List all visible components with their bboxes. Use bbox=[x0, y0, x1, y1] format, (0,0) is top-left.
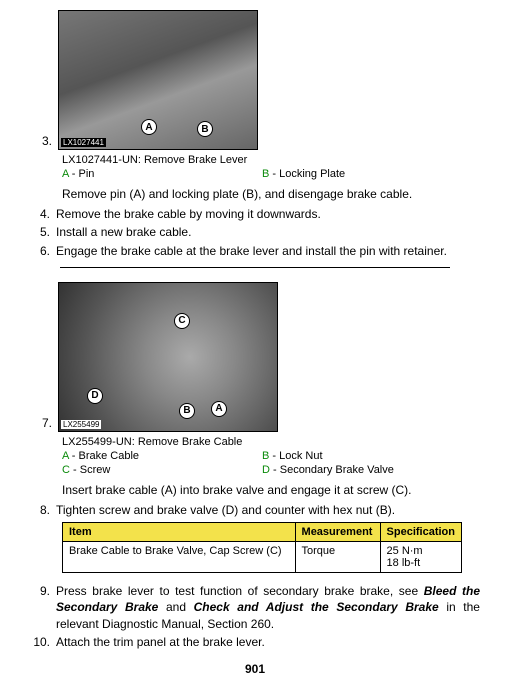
step-8: 8.Tighten screw and brake valve (D) and … bbox=[30, 502, 480, 518]
legend-d2: D - Secondary Brake Valve bbox=[262, 464, 462, 476]
section-rule bbox=[60, 267, 450, 268]
steps-9-10: 9. Press brake lever to test function of… bbox=[30, 583, 480, 650]
marker-a: A bbox=[141, 119, 157, 135]
step-8-li: 8.Tighten screw and brake valve (D) and … bbox=[30, 502, 480, 518]
figure-1-overlay: LX1027441 bbox=[61, 138, 106, 147]
figure-2-legend-row-2: C - Screw D - Secondary Brake Valve bbox=[62, 464, 480, 476]
th-measurement: Measurement bbox=[295, 523, 380, 542]
figure-1-block: 3. A B LX1027441 bbox=[38, 10, 480, 150]
figure-2-legend-row-1: A - Brake Cable B - Lock Nut bbox=[62, 450, 480, 462]
step-6: 6.Engage the brake cable at the brake le… bbox=[30, 243, 480, 259]
step-9-body: Press brake lever to test function of se… bbox=[56, 583, 480, 632]
figure-2-overlay: LX255499 bbox=[61, 420, 101, 429]
marker-b: B bbox=[197, 121, 213, 137]
step-3-body: Remove pin (A) and locking plate (B), an… bbox=[62, 186, 480, 202]
steps-4-6: 4.Remove the brake cable by moving it do… bbox=[30, 206, 480, 259]
figure-2-image: C D B A LX255499 bbox=[58, 282, 278, 432]
figure-2-block: 7. C D B A LX255499 bbox=[38, 282, 480, 432]
marker-a2: A bbox=[211, 401, 227, 417]
legend-a2: A - Brake Cable bbox=[62, 450, 262, 462]
figure-2-caption: LX255499-UN: Remove Brake Cable bbox=[62, 436, 480, 448]
td-measurement: Torque bbox=[295, 542, 380, 573]
legend-b2: B - Lock Nut bbox=[262, 450, 462, 462]
page-number: 901 bbox=[30, 662, 480, 676]
td-item: Brake Cable to Brake Valve, Cap Screw (C… bbox=[63, 542, 296, 573]
spec-table: Item Measurement Specification Brake Cab… bbox=[62, 522, 462, 573]
marker-d: D bbox=[87, 388, 103, 404]
marker-b2: B bbox=[179, 403, 195, 419]
th-item: Item bbox=[63, 523, 296, 542]
step-9: 9. Press brake lever to test function of… bbox=[30, 583, 480, 632]
table-header-row: Item Measurement Specification bbox=[63, 523, 462, 542]
table-row: Brake Cable to Brake Valve, Cap Screw (C… bbox=[63, 542, 462, 573]
th-spec: Specification bbox=[380, 523, 461, 542]
step-10: 10.Attach the trim panel at the brake le… bbox=[30, 634, 480, 650]
figure-1-legend-row-1: A - Pin B - Locking Plate bbox=[62, 168, 480, 180]
step-4: 4.Remove the brake cable by moving it do… bbox=[30, 206, 480, 222]
legend-c2: C - Screw bbox=[62, 464, 262, 476]
legend-a: A - Pin bbox=[62, 168, 262, 180]
step-7-number: 7. bbox=[38, 416, 58, 432]
legend-b: B - Locking Plate bbox=[262, 168, 462, 180]
step-7-body: Insert brake cable (A) into brake valve … bbox=[62, 482, 480, 498]
figure-1-caption: LX1027441-UN: Remove Brake Lever bbox=[62, 154, 480, 166]
figure-1-image: A B LX1027441 bbox=[58, 10, 258, 150]
step-3-number: 3. bbox=[38, 134, 58, 150]
step-5: 5.Install a new brake cable. bbox=[30, 224, 480, 240]
td-spec: 25 N·m 18 lb-ft bbox=[380, 542, 461, 573]
marker-c: C bbox=[174, 313, 190, 329]
